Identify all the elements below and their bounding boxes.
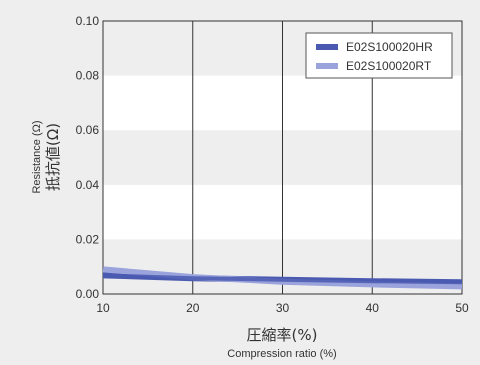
y-tick-label: 0.06 [76, 123, 100, 137]
plot-frame [102, 20, 463, 295]
x-tick-label: 40 [366, 301, 380, 315]
legend-label-rt: E02S100020RT [346, 59, 432, 73]
legend-label-hr: E02S100020HR [346, 40, 433, 54]
y-tick-label: 0.04 [76, 178, 100, 192]
x-axis-sublabel: Compression ratio (%) [227, 348, 336, 360]
x-tick-label: 30 [276, 301, 290, 315]
y-axis-label-en: Resistance (Ω) [31, 120, 43, 193]
x-tick-label: 10 [96, 301, 110, 315]
x-tick-label: 50 [455, 301, 469, 315]
legend-swatch-rt [316, 63, 338, 69]
x-axis-label: 圧縮率(%) [247, 326, 318, 344]
series-line-hr-overlay [102, 273, 463, 285]
legend: E02S100020HR E02S100020RT [305, 32, 453, 79]
y-tick-label: 0.00 [76, 287, 100, 301]
y-tick-label: 0.10 [76, 14, 100, 28]
y-tick-label: 0.08 [76, 69, 100, 83]
x-tick-label: 20 [186, 301, 200, 315]
legend-box [305, 32, 453, 79]
legend-swatch-hr [316, 44, 338, 50]
y-tick-label: 0.02 [76, 232, 100, 246]
y-axis-label-ja: 抵抗値(Ω) [44, 123, 62, 191]
